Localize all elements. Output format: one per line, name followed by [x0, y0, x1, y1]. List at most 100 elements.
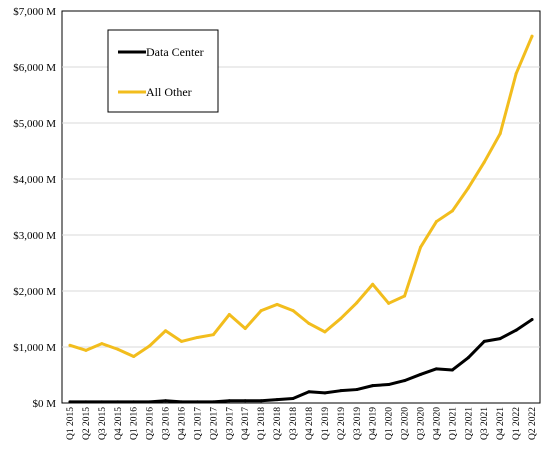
data-point-data-center — [164, 399, 168, 403]
data-point-data-center — [100, 400, 104, 404]
data-point-all-other — [482, 160, 486, 164]
y-axis-tick-labels: $0 M $1,000 M $2,000 M $3,000 M $4,000 M $5,0… — [13, 6, 56, 410]
series-lines — [68, 34, 534, 404]
data-point-all-other — [116, 347, 120, 351]
x-tick-label: Q3 2017 — [225, 407, 235, 440]
x-tick-label: Q3 2018 — [289, 407, 299, 440]
x-tick-label: Q1 2015 — [66, 407, 76, 440]
x-tick-label: Q1 2021 — [448, 407, 458, 440]
data-point-all-other — [530, 34, 534, 38]
data-point-all-other — [339, 316, 343, 320]
data-point-all-other — [291, 309, 295, 313]
data-point-data-center — [307, 390, 311, 394]
x-tick-label: Q4 2021 — [496, 407, 506, 440]
x-tick-label: Q2 2019 — [337, 407, 347, 440]
data-point-data-center — [259, 399, 263, 403]
data-point-all-other — [498, 132, 502, 136]
data-point-all-other — [434, 220, 438, 224]
data-point-data-center — [148, 400, 152, 404]
x-tick-label: Q2 2022 — [528, 407, 538, 440]
gridlines — [62, 66, 540, 348]
y-tick-label: $3,000 M — [13, 230, 56, 242]
y-tick-label: $7,000 M — [13, 6, 56, 18]
data-point-all-other — [259, 309, 263, 313]
data-point-data-center — [403, 379, 407, 383]
data-point-data-center — [68, 400, 72, 404]
data-point-all-other — [148, 344, 152, 348]
data-point-data-center — [227, 399, 231, 403]
x-tick-label: Q3 2015 — [98, 407, 108, 440]
data-point-data-center — [466, 356, 470, 360]
x-tick-label: Q2 2017 — [209, 407, 219, 440]
data-point-data-center — [387, 383, 391, 387]
data-point-data-center — [419, 372, 422, 376]
data-point-data-center — [243, 399, 247, 403]
data-point-all-other — [466, 186, 470, 190]
x-tick-label: Q4 2019 — [369, 407, 379, 440]
x-tick-label: Q1 2019 — [321, 407, 331, 440]
data-point-all-other — [323, 330, 327, 334]
y-tick-label: $4,000 M — [13, 174, 56, 186]
data-point-all-other — [84, 348, 88, 352]
data-point-data-center — [195, 400, 199, 404]
data-point-data-center — [434, 367, 438, 371]
data-point-data-center — [498, 337, 502, 341]
data-point-all-other — [211, 333, 215, 337]
data-point-all-other — [387, 301, 391, 305]
x-tick-label: Q4 2020 — [432, 407, 442, 440]
data-point-data-center — [275, 398, 279, 402]
data-point-all-other — [307, 321, 311, 325]
data-point-all-other — [243, 327, 247, 331]
data-point-all-other — [132, 355, 136, 359]
y-tick-label: $6,000 M — [13, 62, 56, 74]
legend-label-all-other: All Other — [146, 85, 192, 99]
data-point-all-other — [180, 339, 183, 343]
data-point-data-center — [530, 318, 534, 322]
data-point-all-other — [275, 302, 279, 306]
x-tick-label: Q3 2019 — [353, 407, 363, 440]
x-tick-label: Q1 2020 — [385, 407, 395, 440]
series-line-data-center — [68, 318, 534, 404]
data-point-all-other — [164, 329, 168, 333]
x-tick-label: Q3 2020 — [417, 407, 427, 440]
data-point-all-other — [68, 343, 72, 347]
data-point-data-center — [323, 391, 327, 395]
data-point-data-center — [450, 368, 454, 372]
data-point-all-other — [371, 282, 375, 286]
series-line-all-other — [68, 34, 534, 359]
x-tick-label: Q1 2017 — [193, 407, 203, 440]
legend-label-data-center: Data Center — [146, 45, 204, 59]
data-point-all-other — [227, 313, 231, 317]
y-tick-label: $2,000 M — [13, 286, 56, 298]
x-tick-label: Q1 2022 — [512, 407, 522, 440]
data-point-data-center — [514, 328, 518, 332]
x-tick-label: Q4 2017 — [241, 407, 251, 440]
data-point-data-center — [116, 400, 120, 404]
legend-box — [107, 29, 219, 113]
x-tick-label: Q4 2018 — [305, 407, 315, 440]
data-point-all-other — [403, 294, 407, 298]
data-point-data-center — [211, 400, 215, 404]
y-tick-label: $0 M — [32, 398, 56, 410]
data-point-all-other — [195, 335, 199, 339]
y-tick-label: $1,000 M — [13, 342, 56, 354]
data-point-data-center — [355, 388, 359, 392]
x-tick-label: Q2 2018 — [273, 407, 283, 440]
x-axis-tick-labels: Q1 2015 Q2 2015 Q3 2015 Q4 2015 Q1 2016 Q2 20… — [66, 407, 538, 440]
x-tick-label: Q1 2016 — [130, 407, 140, 440]
x-tick-label: Q3 2021 — [480, 407, 490, 440]
data-point-all-other — [514, 72, 518, 76]
data-point-data-center — [482, 339, 486, 343]
x-tick-label: Q4 2015 — [114, 407, 124, 440]
x-tick-label: Q1 2018 — [257, 407, 267, 440]
data-point-data-center — [339, 389, 343, 393]
x-tick-label: Q3 2016 — [162, 407, 172, 440]
x-tick-label: Q2 2016 — [146, 407, 156, 440]
data-point-all-other — [419, 245, 422, 249]
legend: Data Center All Other — [107, 29, 219, 113]
data-point-data-center — [84, 400, 88, 404]
data-point-all-other — [355, 301, 359, 305]
data-point-data-center — [180, 400, 183, 404]
y-tick-label: $5,000 M — [13, 118, 56, 130]
